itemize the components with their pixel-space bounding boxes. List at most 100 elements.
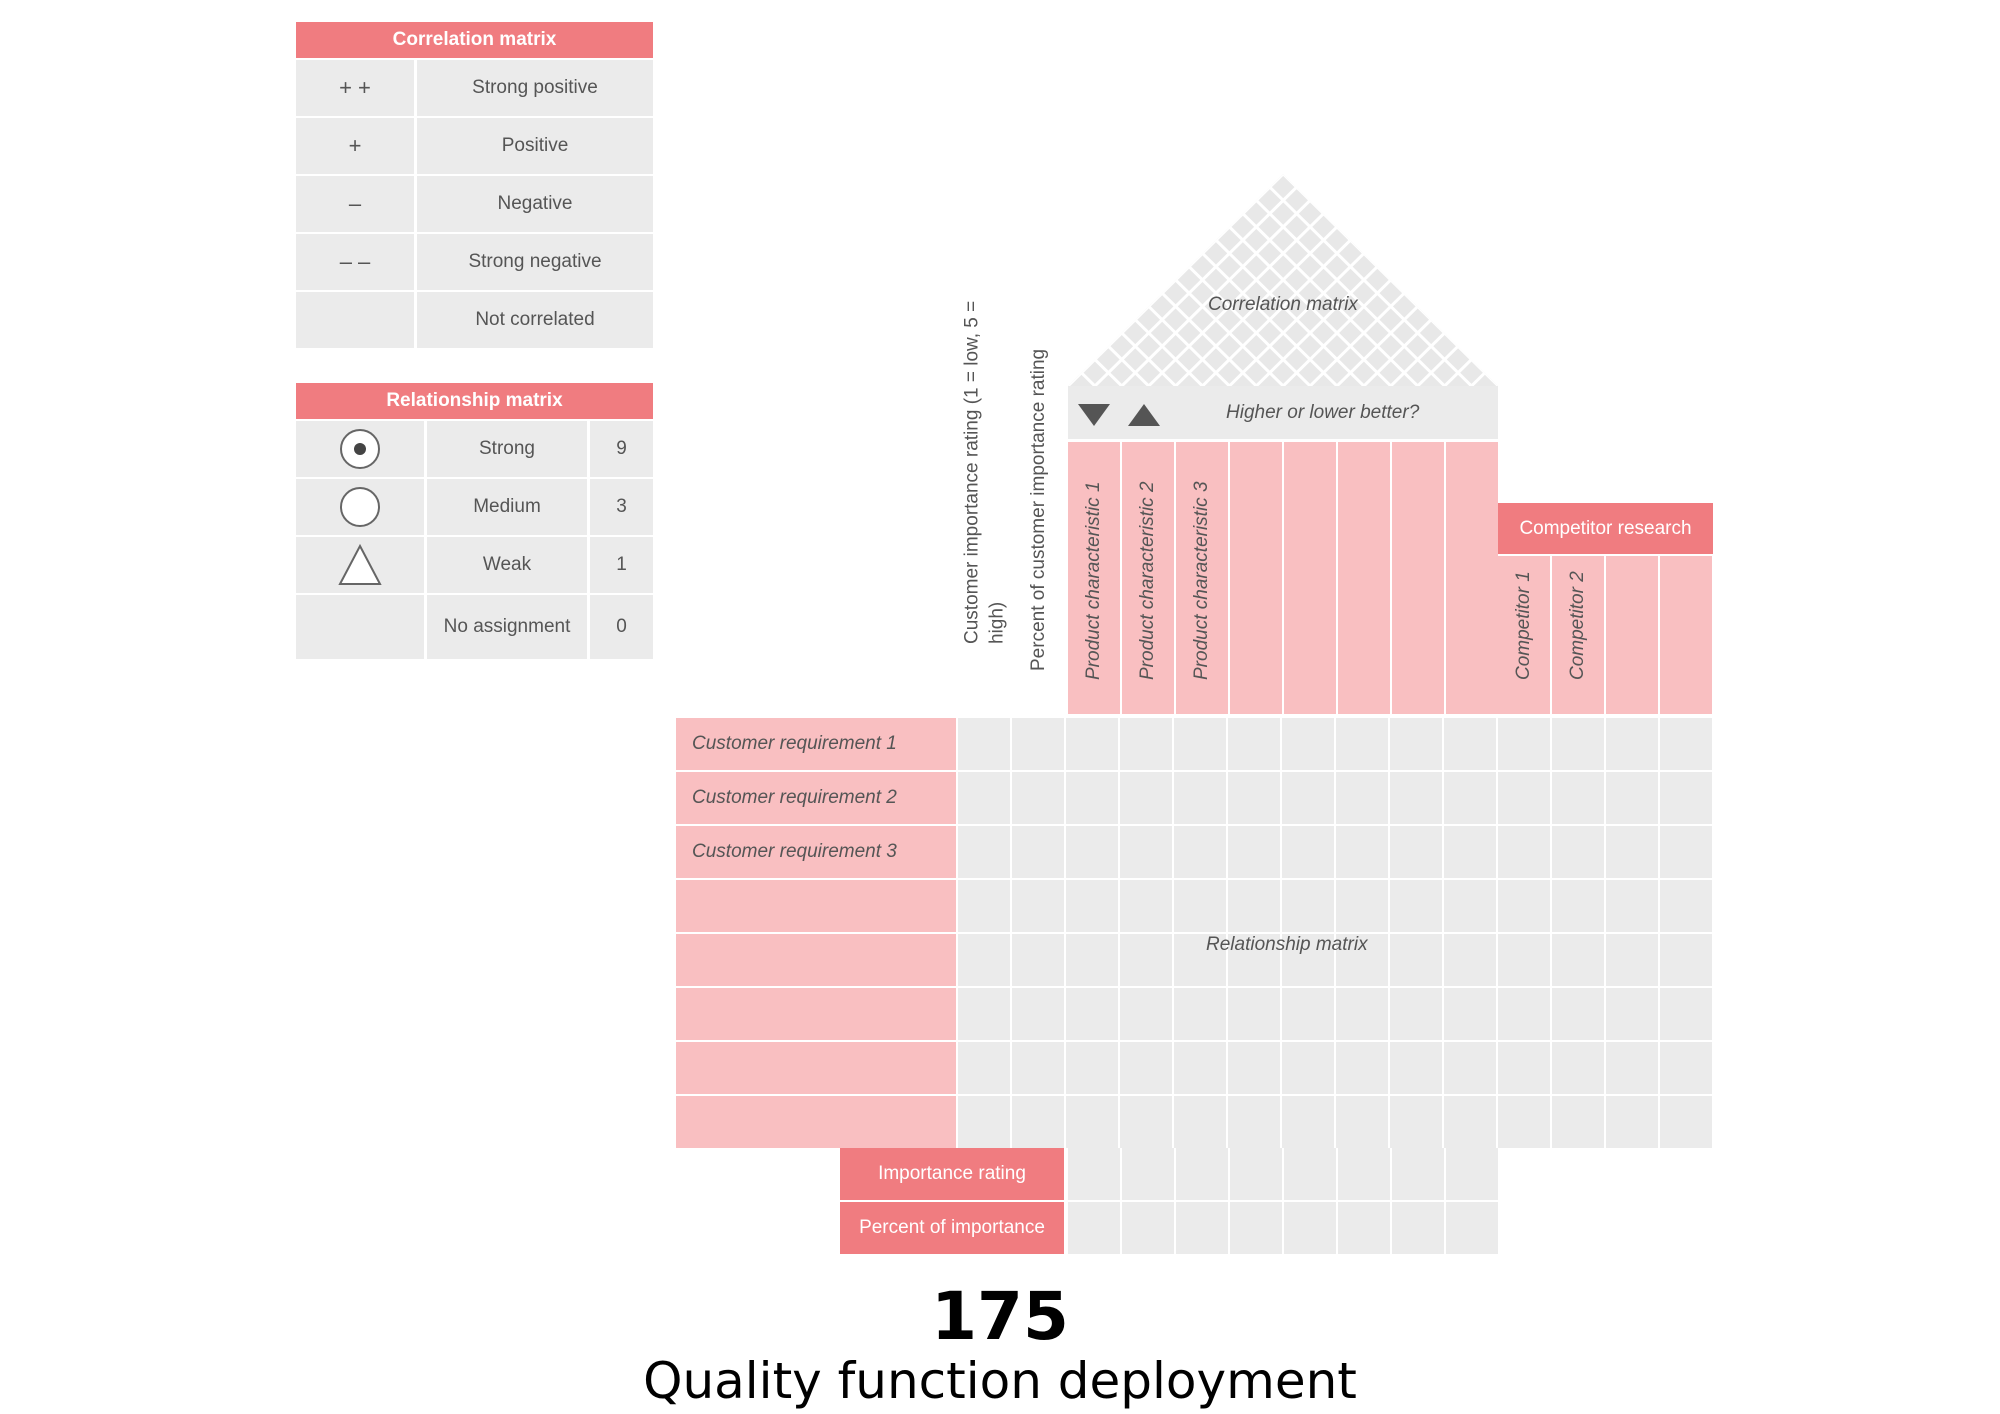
- matrix-cell: [1606, 880, 1658, 932]
- matrix-cell: [1282, 1042, 1334, 1094]
- matrix-cell: [1660, 1096, 1712, 1148]
- matrix-cell: [1174, 934, 1226, 986]
- matrix-cell: [1552, 988, 1604, 1040]
- correlation-label: Strong negative: [417, 234, 653, 290]
- matrix-cell: [1282, 826, 1334, 878]
- correlation-label: Negative: [417, 176, 653, 232]
- matrix-cell: [1012, 826, 1064, 878]
- importance-cell: [1230, 1202, 1282, 1254]
- matrix-cell: [1174, 880, 1226, 932]
- circle-icon: [296, 479, 424, 535]
- relationship-label: Weak: [427, 537, 587, 593]
- importance-cell: [1338, 1148, 1390, 1200]
- matrix-cell: [1552, 718, 1604, 770]
- product-characteristic-header: [1392, 442, 1444, 714]
- matrix-cell: [1120, 718, 1172, 770]
- importance-cell: [1284, 1202, 1336, 1254]
- matrix-cell: [1120, 772, 1172, 824]
- matrix-cell: [1066, 718, 1118, 770]
- matrix-cell: [958, 1042, 1010, 1094]
- correlation-label: Strong positive: [417, 60, 653, 116]
- matrix-cell: [1606, 826, 1658, 878]
- matrix-cell: [1120, 1042, 1172, 1094]
- matrix-cell: [1174, 718, 1226, 770]
- matrix-cell: [1336, 826, 1388, 878]
- customer-requirement: [676, 1042, 956, 1094]
- matrix-cell: [1660, 772, 1712, 824]
- matrix-cell: [1120, 826, 1172, 878]
- importance-cell: [1122, 1202, 1174, 1254]
- correlation-legend-title: Correlation matrix: [296, 22, 653, 58]
- correlation-symbol: – –: [296, 234, 414, 290]
- matrix-cell: [1444, 934, 1496, 986]
- relationship-value: 1: [590, 537, 653, 593]
- product-characteristic-header: Product characteristic 1: [1068, 442, 1120, 714]
- matrix-cell: [1174, 988, 1226, 1040]
- product-characteristic-header: Product characteristic 2: [1122, 442, 1174, 714]
- relationship-label: No assignment: [427, 595, 587, 659]
- matrix-cell: [1444, 718, 1496, 770]
- up-triangle-icon: [1128, 404, 1160, 426]
- matrix-cell: [1606, 1042, 1658, 1094]
- matrix-cell: [1552, 826, 1604, 878]
- matrix-cell: [1444, 988, 1496, 1040]
- matrix-cell: [1174, 1042, 1226, 1094]
- competitor-label: Competitor 2: [1567, 571, 1588, 680]
- customer-requirement: Customer requirement 1: [676, 718, 956, 770]
- matrix-cell: [1174, 772, 1226, 824]
- product-characteristic-header: [1446, 442, 1498, 714]
- matrix-cell: [1606, 718, 1658, 770]
- matrix-cell: [958, 1096, 1010, 1148]
- matrix-cell: [1282, 1096, 1334, 1148]
- matrix-cell: [1012, 1042, 1064, 1094]
- matrix-cell: [1066, 934, 1118, 986]
- correlation-symbol: + +: [296, 60, 414, 116]
- matrix-cell: [1606, 1096, 1658, 1148]
- matrix-cell: [1336, 1096, 1388, 1148]
- matrix-cell: [1012, 880, 1064, 932]
- importance-cell: [1068, 1202, 1120, 1254]
- matrix-cell: [1552, 934, 1604, 986]
- matrix-cell: [1012, 718, 1064, 770]
- matrix-cell: [1390, 1096, 1442, 1148]
- matrix-cell: [1498, 718, 1550, 770]
- competitor-header: [1606, 556, 1658, 714]
- matrix-cell: [1120, 880, 1172, 932]
- matrix-cell: [1390, 826, 1442, 878]
- matrix-cell: [1336, 718, 1388, 770]
- matrix-cell: [1498, 988, 1550, 1040]
- matrix-cell: [1390, 772, 1442, 824]
- matrix-cell: [1066, 826, 1118, 878]
- matrix-cell: [1552, 1042, 1604, 1094]
- matrix-cell: [958, 880, 1010, 932]
- matrix-cell: [1552, 880, 1604, 932]
- direction-label: Higher or lower better?: [1226, 402, 1420, 423]
- matrix-cell: [1282, 934, 1334, 986]
- matrix-cell: [1390, 880, 1442, 932]
- matrix-cell: [1012, 1096, 1064, 1148]
- matrix-cell: [1282, 988, 1334, 1040]
- matrix-cell: [1390, 718, 1442, 770]
- dot-circle-icon: [296, 421, 424, 477]
- matrix-cell: [1228, 826, 1280, 878]
- matrix-cell: [1552, 772, 1604, 824]
- customer-requirement: [676, 988, 956, 1040]
- matrix-cell: [1336, 772, 1388, 824]
- matrix-cell: [1174, 826, 1226, 878]
- matrix-cell: [1444, 826, 1496, 878]
- customer-requirement: Customer requirement 3: [676, 826, 956, 878]
- matrix-cell: [1390, 934, 1442, 986]
- matrix-cell: [1228, 934, 1280, 986]
- importance-cell: [1230, 1148, 1282, 1200]
- down-triangle-icon: [1078, 404, 1110, 426]
- relationship-label: Medium: [427, 479, 587, 535]
- importance-cell: [1068, 1148, 1120, 1200]
- correlation-symbol: –: [296, 176, 414, 232]
- customer-requirement: [676, 880, 956, 932]
- matrix-cell: [1336, 880, 1388, 932]
- matrix-cell: [1444, 1096, 1496, 1148]
- importance-cell: [1338, 1202, 1390, 1254]
- relationship-label: Strong: [427, 421, 587, 477]
- matrix-cell: [1444, 772, 1496, 824]
- importance-cell: [1176, 1148, 1228, 1200]
